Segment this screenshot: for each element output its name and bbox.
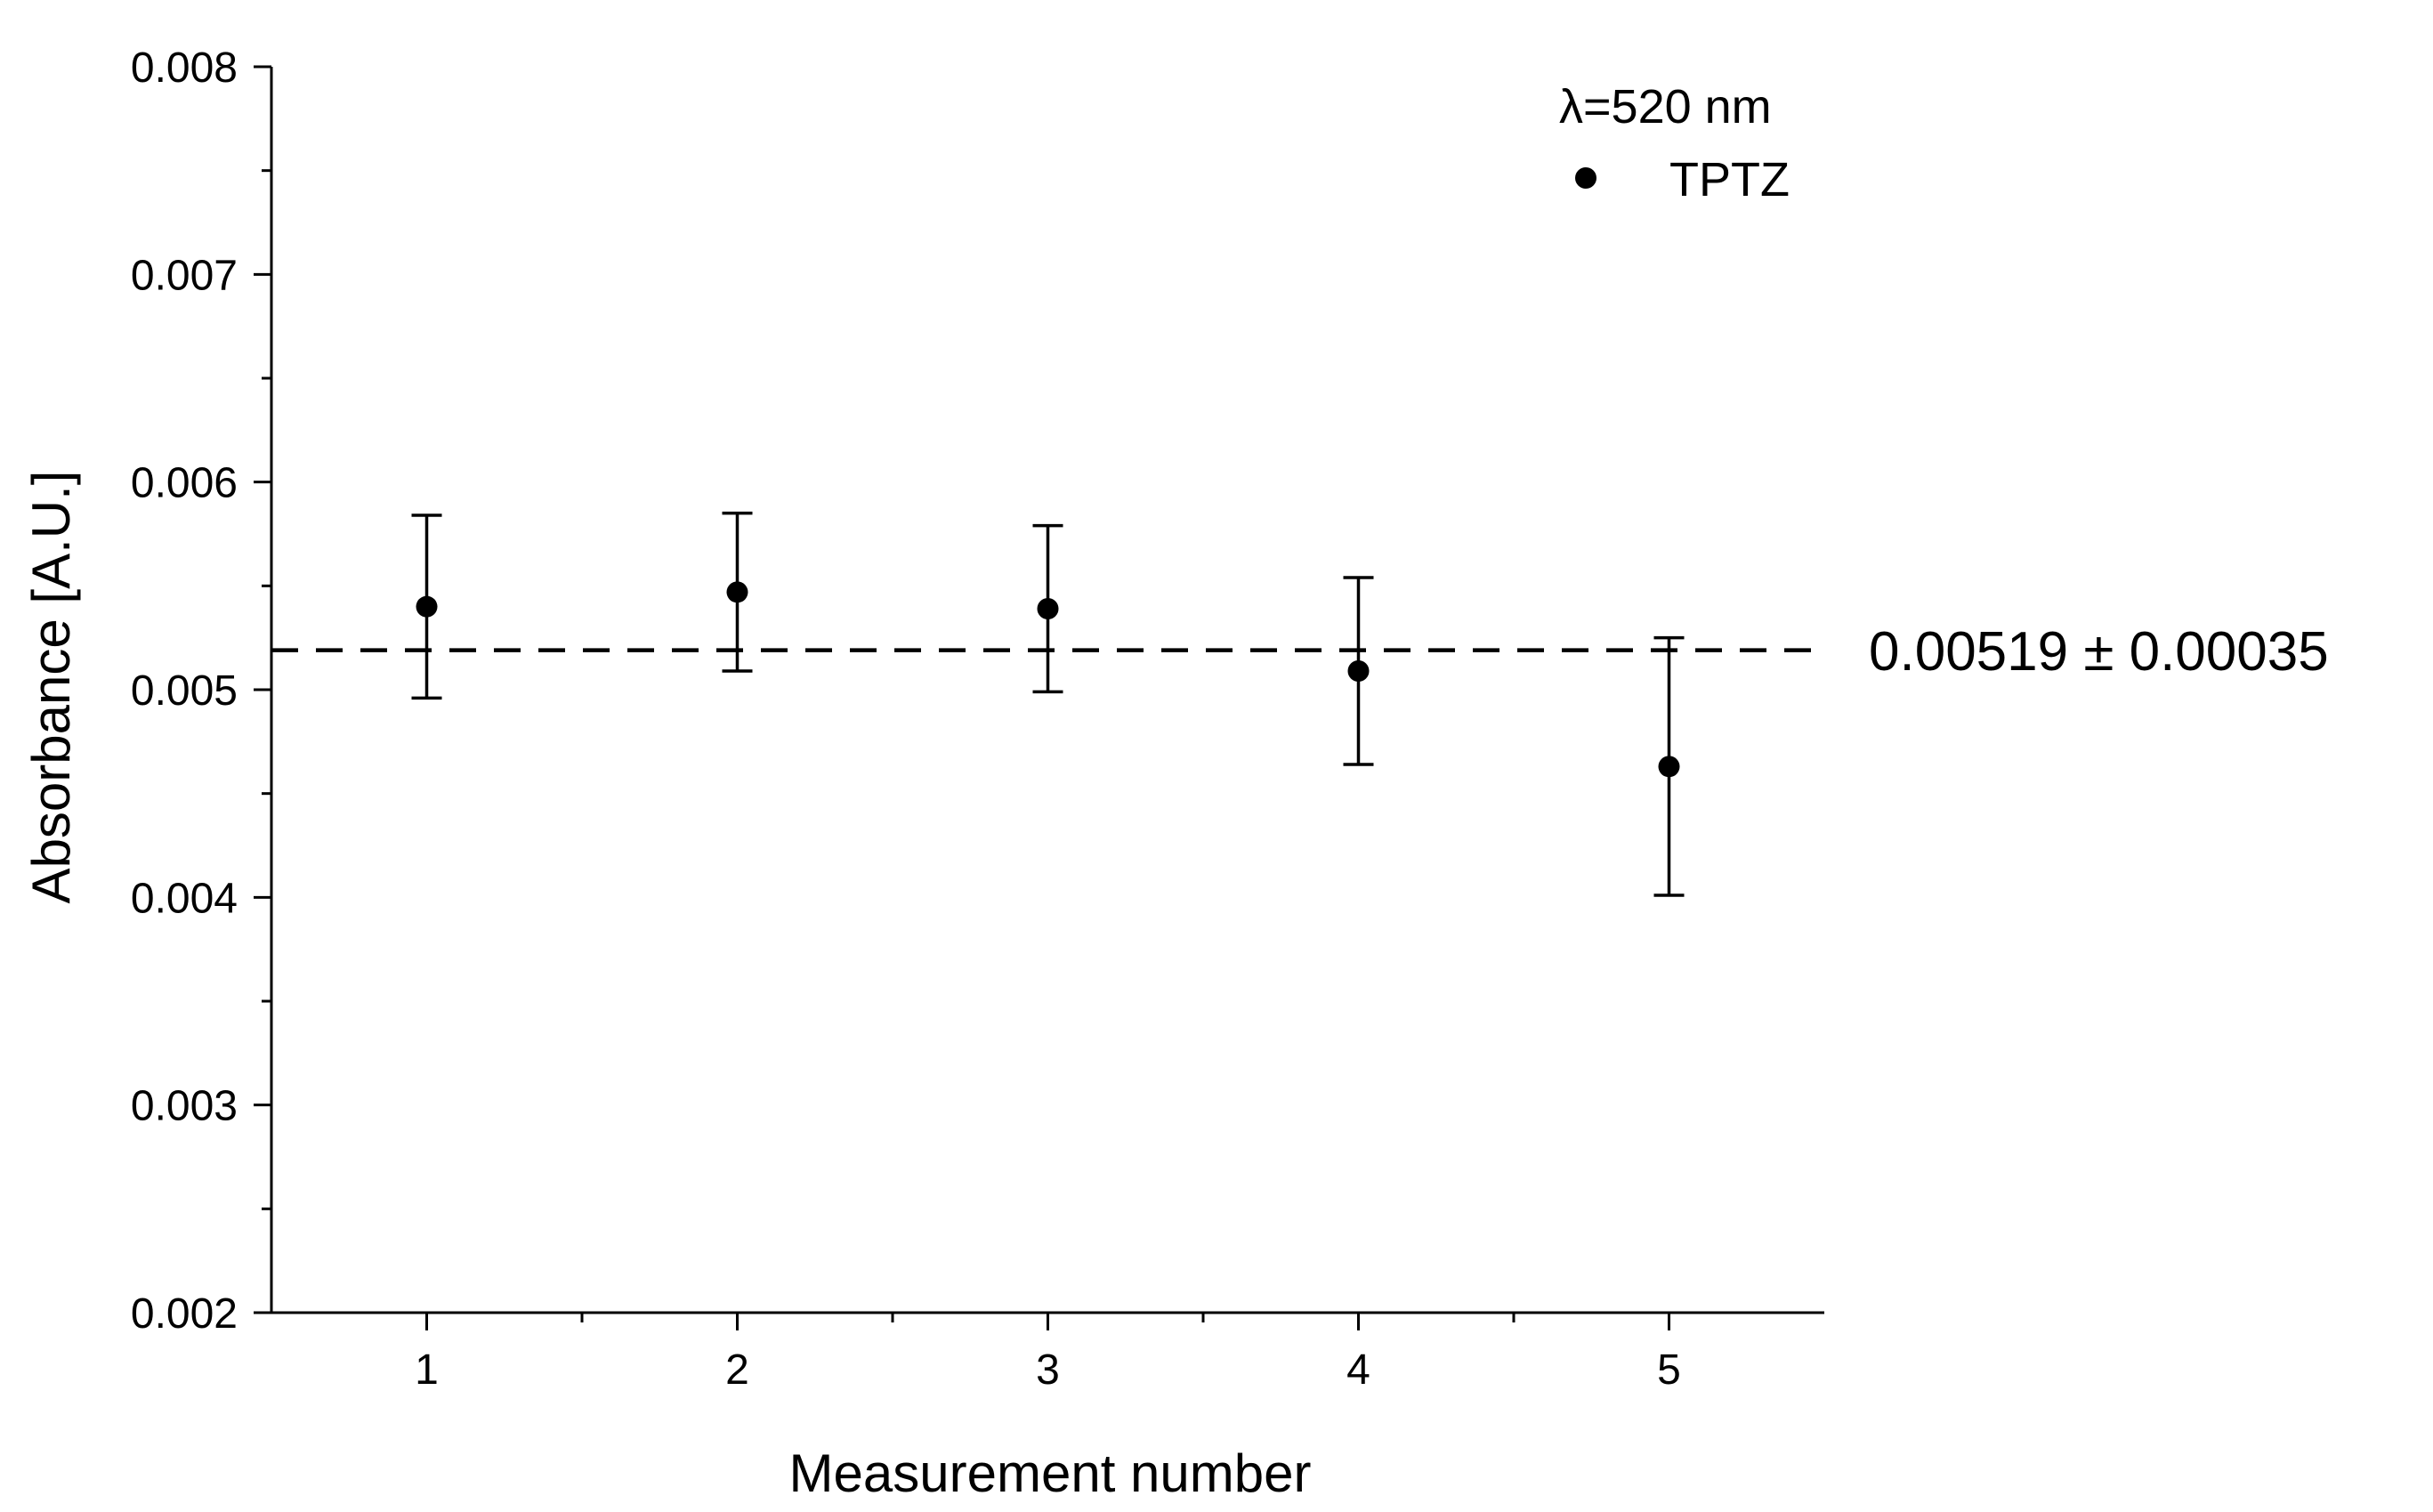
y-tick-label: 0.006: [131, 460, 238, 507]
data-point: [416, 595, 438, 618]
data-points: [411, 511, 1685, 897]
y-tick-label: 0.005: [131, 667, 238, 715]
legend-marker-icon: [1575, 167, 1596, 189]
data-point: [1037, 598, 1059, 619]
y-tick-label: 0.007: [131, 252, 238, 299]
y-tick-label: 0.004: [131, 875, 238, 922]
y-tick-label: 0.003: [131, 1083, 238, 1130]
legend: λ=520 nm TPTZ: [1559, 80, 1790, 206]
x-tick-label: 2: [725, 1346, 749, 1394]
x-ticks: 1 2 3 4 5: [415, 1313, 1681, 1394]
y-tick-label: 0.002: [131, 1290, 238, 1338]
legend-heading: λ=520 nm: [1559, 80, 1772, 133]
data-point: [1658, 756, 1680, 778]
data-point: [1347, 660, 1370, 682]
data-point: [726, 581, 748, 603]
x-axis-title: Measurement number: [789, 1443, 1312, 1503]
x-tick-label: 1: [415, 1346, 439, 1394]
mean-annotation: 0.00519 ± 0.00035: [1869, 621, 2329, 683]
y-tick-label: 0.008: [131, 44, 238, 92]
x-tick-label: 5: [1657, 1346, 1681, 1394]
y-axis-title: Absorbance [A.U.]: [21, 471, 81, 904]
x-tick-label: 3: [1036, 1346, 1060, 1394]
legend-label-tptz: TPTZ: [1669, 153, 1790, 206]
y-ticks: 0.002 0.003 0.004 0.005 0.006 0.007 0.008: [131, 44, 271, 1338]
x-tick-label: 4: [1346, 1346, 1370, 1394]
